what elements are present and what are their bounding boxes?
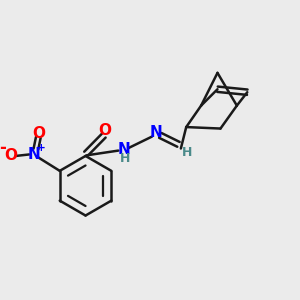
Text: O: O: [32, 125, 45, 140]
Text: H: H: [120, 152, 130, 165]
Text: H: H: [182, 146, 192, 159]
Text: N: N: [117, 142, 130, 157]
Text: -: -: [0, 139, 6, 157]
Text: O: O: [98, 123, 111, 138]
Text: N: N: [28, 147, 41, 162]
Text: O: O: [5, 148, 18, 164]
Text: +: +: [37, 143, 45, 153]
Text: N: N: [150, 125, 163, 140]
